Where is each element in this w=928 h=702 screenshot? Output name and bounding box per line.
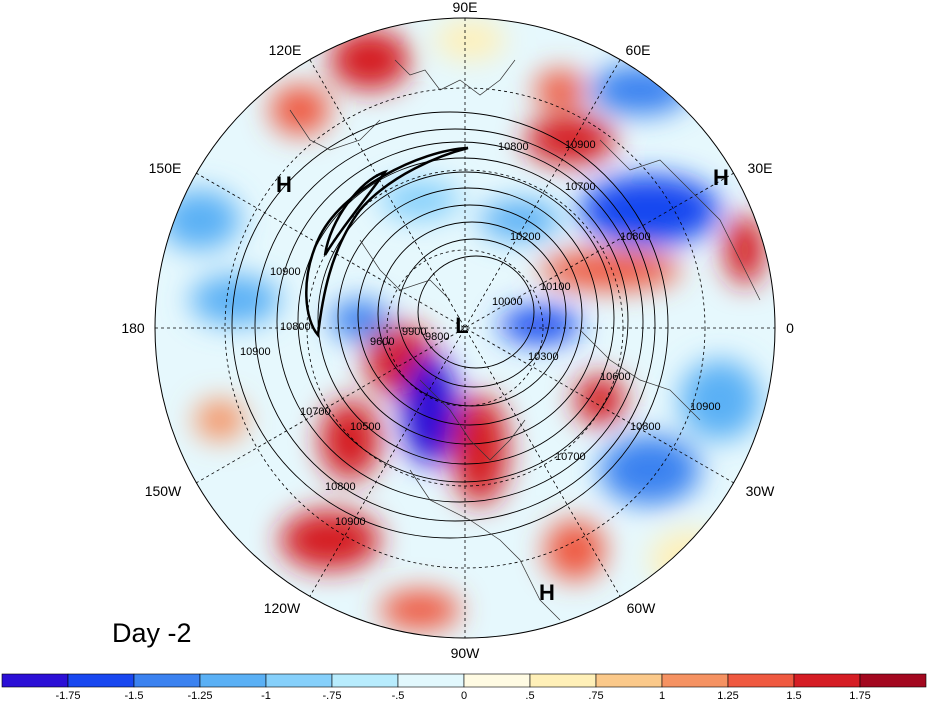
contour-label: 9600 bbox=[370, 336, 394, 348]
contour-label: 10800 bbox=[325, 481, 356, 493]
coastlines bbox=[289, 59, 761, 621]
colorbar-tick-label: .75 bbox=[588, 690, 603, 702]
contour-label: 10800 bbox=[630, 421, 661, 433]
contour-label: 10500 bbox=[350, 421, 381, 433]
colorbar-tick-label: -.75 bbox=[323, 690, 342, 702]
colorbar-box bbox=[661, 673, 729, 688]
colorbar-box bbox=[133, 673, 201, 688]
lon-label-60e: 60E bbox=[626, 42, 651, 58]
contour-label: 10100 bbox=[540, 281, 571, 293]
high-pressure-center-east: H bbox=[713, 165, 729, 190]
colorbar-box bbox=[1, 673, 69, 688]
contour-label: 10800 bbox=[280, 321, 311, 333]
lon-label-150w: 150W bbox=[145, 483, 182, 499]
colorbar-tick-label: -1 bbox=[261, 690, 271, 702]
lon-label-180: 180 bbox=[121, 320, 145, 336]
contour-label: 10800 bbox=[498, 141, 529, 153]
contour-label: 10700 bbox=[555, 451, 586, 463]
colorbar-tick-label: -1.5 bbox=[125, 690, 144, 702]
lon-label-150e: 150E bbox=[149, 160, 182, 176]
colorbar-box bbox=[529, 673, 597, 688]
low-pressure-center: L bbox=[455, 313, 468, 338]
lon-label-120w: 120W bbox=[264, 600, 301, 616]
lon-label-90w: 90W bbox=[451, 645, 481, 661]
colorbar-box bbox=[199, 673, 267, 688]
contour-label: 10900 bbox=[240, 346, 271, 358]
colorbar-tick-label: 1.5 bbox=[786, 690, 801, 702]
lon-label-60w: 60W bbox=[627, 600, 657, 616]
colorbar-tick-label: 1.75 bbox=[849, 690, 870, 702]
contour-label: 10900 bbox=[690, 401, 721, 413]
contour-label: 10200 bbox=[510, 231, 541, 243]
lon-label-30w: 30W bbox=[746, 483, 776, 499]
colorbar-box bbox=[595, 673, 663, 688]
contour-label: 10800 bbox=[620, 231, 651, 243]
colorbar-tick-label: 0 bbox=[461, 690, 467, 702]
lon-label-90e: 90E bbox=[453, 0, 478, 15]
contour-label: 10300 bbox=[528, 351, 559, 363]
contour-label: 10000 bbox=[492, 296, 523, 308]
contour-label: 10700 bbox=[300, 406, 331, 418]
lon-label-30e: 30E bbox=[748, 160, 773, 176]
colorbar-tick-label: -1.75 bbox=[55, 690, 80, 702]
colorbar-box bbox=[463, 673, 531, 688]
colorbar-box bbox=[397, 673, 465, 688]
colorbar-box bbox=[331, 673, 399, 688]
graticule bbox=[155, 18, 775, 638]
colorbar-tick-label: .5 bbox=[525, 690, 534, 702]
colorbar-boxes bbox=[1, 673, 927, 688]
geopotential-contours bbox=[231, 111, 669, 539]
colorbar-tick-label: 1.25 bbox=[717, 690, 738, 702]
colorbar: -1.75 -1.5 -1.25 -1 -.75 -.5 0 .5 .75 1 1.25 1.5 1.7… bbox=[1, 673, 927, 702]
contour-label: 9900 bbox=[402, 326, 426, 338]
lon-label-120e: 120E bbox=[269, 42, 302, 58]
colorbar-box bbox=[265, 673, 333, 688]
colorbar-box bbox=[727, 673, 795, 688]
contour-label: 10600 bbox=[600, 371, 631, 383]
contour-label: 10900 bbox=[335, 516, 366, 528]
colorbar-box bbox=[67, 673, 135, 688]
contour-label: 10900 bbox=[565, 139, 596, 151]
colorbar-tick-label: 1 bbox=[659, 690, 665, 702]
colorbar-ticks: -1.75 -1.5 -1.25 -1 -.75 -.5 0 .5 .75 1 1.25 1.5 1.7… bbox=[55, 690, 870, 702]
colorbar-tick-label: -.5 bbox=[392, 690, 405, 702]
polar-stereographic-map: 90E 60E 30E 0 30W 60W 90W 120W 150W 180 … bbox=[121, 0, 794, 661]
high-pressure-center-west: H bbox=[276, 172, 292, 197]
high-pressure-center-south: H bbox=[539, 580, 555, 605]
contour-label: 9800 bbox=[425, 331, 449, 343]
colorbar-tick-label: -1.25 bbox=[187, 690, 212, 702]
contour-label: 10900 bbox=[270, 266, 301, 278]
day-label: Day -2 bbox=[112, 618, 192, 648]
colorbar-box bbox=[793, 673, 861, 688]
contour-label: 10700 bbox=[565, 181, 596, 193]
jet-contours bbox=[305, 146, 469, 338]
colorbar-box bbox=[859, 673, 927, 688]
lon-label-0: 0 bbox=[786, 320, 794, 336]
